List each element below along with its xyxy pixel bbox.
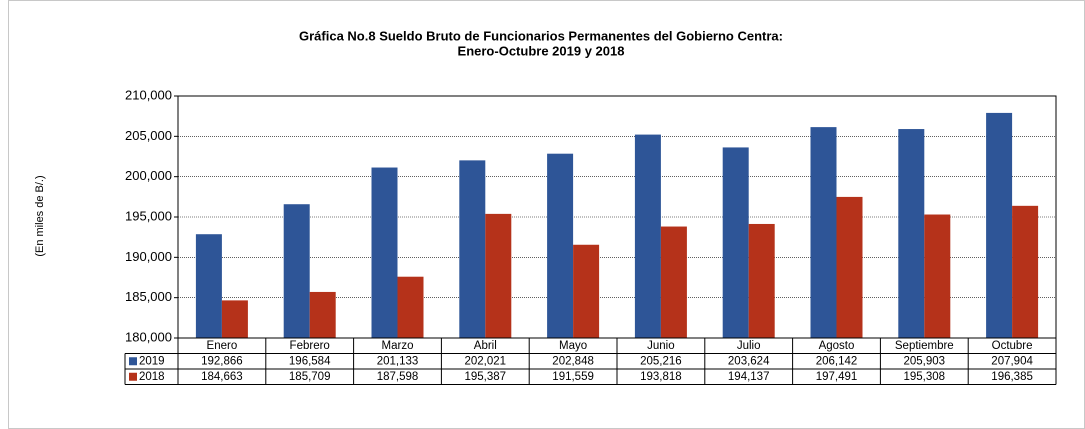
bar bbox=[986, 112, 1013, 338]
data-label: 194,137 bbox=[728, 371, 770, 383]
bar bbox=[547, 153, 574, 338]
y-tick-label: 180,000 bbox=[125, 329, 172, 344]
data-label: 184,663 bbox=[201, 371, 243, 383]
bar bbox=[485, 213, 512, 338]
data-label: 196,385 bbox=[991, 371, 1033, 383]
data-label: 205,903 bbox=[904, 355, 946, 367]
y-tick-label: 205,000 bbox=[125, 128, 172, 143]
data-label: 192,866 bbox=[201, 355, 243, 367]
data-label: 202,021 bbox=[465, 355, 507, 367]
data-label: 191,559 bbox=[552, 371, 594, 383]
data-label: 193,818 bbox=[640, 371, 682, 383]
chart-title: Gráfica No.8 Sueldo Bruto de Funcionario… bbox=[299, 28, 783, 43]
bar bbox=[660, 226, 687, 338]
data-label: 203,624 bbox=[728, 355, 770, 367]
x-tick-label: Enero bbox=[207, 340, 238, 352]
x-tick-label: Junio bbox=[647, 340, 675, 352]
legend-label: 2018 bbox=[139, 371, 165, 383]
x-tick-label: Julio bbox=[737, 340, 761, 352]
data-label: 185,709 bbox=[289, 371, 331, 383]
bar bbox=[1012, 205, 1039, 338]
x-tick-label: Agosto bbox=[819, 340, 855, 352]
chart-title: Enero-Octubre 2019 y 2018 bbox=[458, 43, 625, 58]
bar bbox=[397, 276, 424, 338]
y-tick-label: 185,000 bbox=[125, 289, 172, 304]
bar bbox=[898, 129, 925, 338]
bar bbox=[221, 300, 248, 338]
bar bbox=[309, 291, 336, 338]
data-label: 201,133 bbox=[377, 355, 419, 367]
x-tick-label: Abril bbox=[474, 340, 497, 352]
bar bbox=[722, 147, 749, 338]
data-label: 195,387 bbox=[465, 371, 507, 383]
bar bbox=[371, 167, 398, 338]
bar bbox=[836, 196, 863, 338]
data-label: 205,216 bbox=[640, 355, 682, 367]
y-tick-label: 190,000 bbox=[125, 249, 172, 264]
x-tick-label: Octubre bbox=[992, 340, 1033, 352]
data-label: 202,848 bbox=[552, 355, 594, 367]
bar bbox=[810, 127, 837, 338]
data-label: 187,598 bbox=[377, 371, 419, 383]
data-label: 206,142 bbox=[816, 355, 858, 367]
bar bbox=[195, 234, 222, 338]
data-label: 196,584 bbox=[289, 355, 331, 367]
y-tick-label: 210,000 bbox=[125, 87, 172, 102]
x-tick-label: Febrero bbox=[290, 340, 330, 352]
y-tick-label: 195,000 bbox=[125, 208, 172, 223]
legend-label: 2019 bbox=[139, 355, 165, 367]
x-tick-label: Mayo bbox=[559, 340, 587, 352]
data-label: 195,308 bbox=[904, 371, 946, 383]
legend-swatch bbox=[129, 357, 137, 366]
y-axis-label: (En miles de B/.) bbox=[34, 175, 46, 256]
x-tick-label: Septiembre bbox=[895, 340, 954, 352]
legend-swatch bbox=[129, 372, 137, 381]
bar bbox=[748, 223, 775, 338]
data-label: 207,904 bbox=[991, 355, 1033, 367]
bar bbox=[459, 160, 486, 338]
bar bbox=[573, 244, 600, 338]
y-tick-label: 200,000 bbox=[125, 168, 172, 183]
bar bbox=[634, 134, 661, 338]
x-tick-label: Marzo bbox=[382, 340, 414, 352]
bar bbox=[924, 214, 951, 338]
bar bbox=[283, 204, 310, 338]
data-label: 197,491 bbox=[816, 371, 858, 383]
